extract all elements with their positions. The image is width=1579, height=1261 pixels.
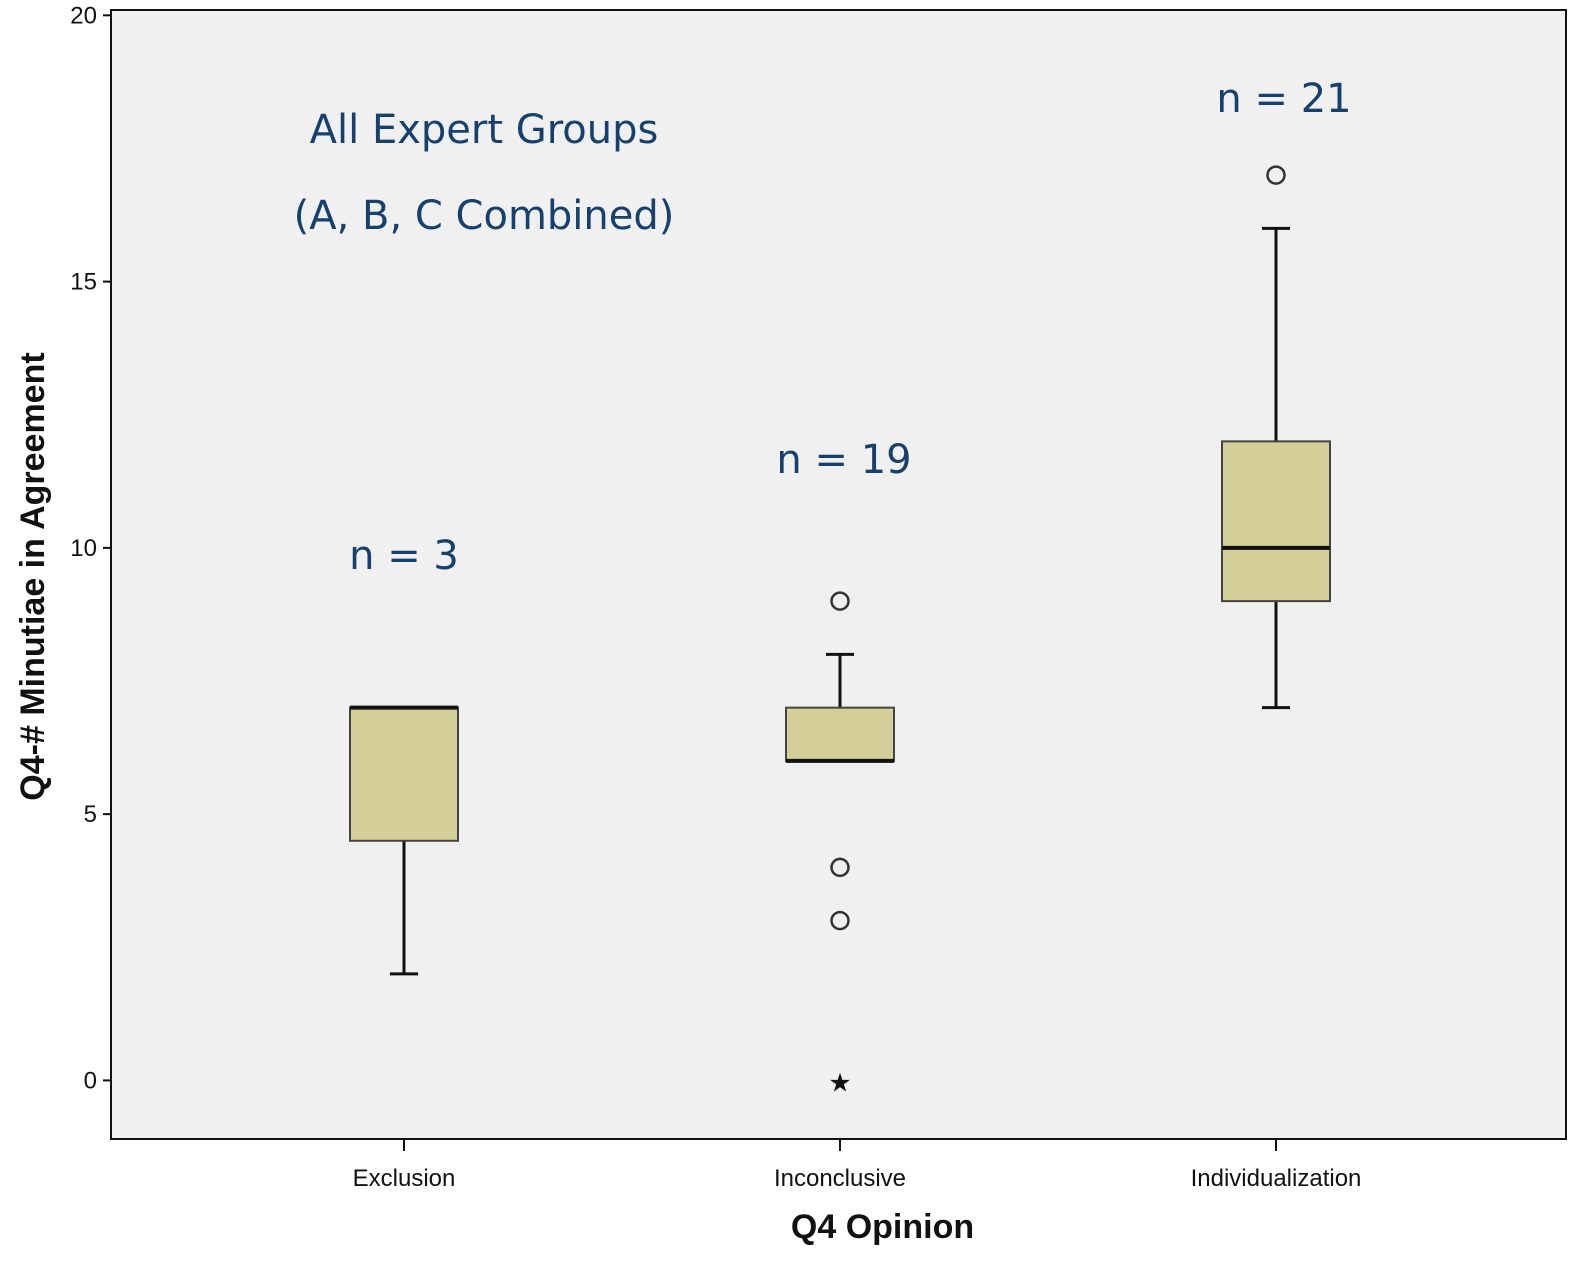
box-inconclusive: ★	[785, 591, 895, 1098]
y-tick-label: 20	[70, 2, 97, 29]
y-axis-title: Q4-# Minutiae in Agreement	[14, 352, 52, 800]
outlier-point	[1266, 165, 1286, 185]
y-tick-label: 10	[70, 535, 97, 562]
box-iqr	[349, 706, 459, 842]
box-iqr	[1221, 440, 1331, 603]
box-series: ★	[349, 165, 1331, 1098]
extreme-point: ★	[828, 1068, 851, 1098]
x-tick-label: Individualization	[1191, 1165, 1362, 1192]
y-axis: 0 5 10 15 20	[70, 2, 111, 1094]
annotation-label: n = 21	[1216, 76, 1351, 122]
outlier-point	[830, 591, 850, 611]
annotation-label: n = 19	[776, 437, 911, 483]
box-iqr	[785, 706, 895, 762]
y-tick-label: 15	[70, 269, 97, 296]
x-axis: Exclusion Inconclusive Individualization	[353, 1139, 1362, 1192]
outlier-point	[830, 910, 850, 931]
annotation-label: All Expert Groups	[310, 107, 659, 153]
y-tick-label: 5	[84, 801, 97, 828]
x-tick-label: Exclusion	[353, 1165, 456, 1192]
outlier-point	[830, 857, 850, 878]
plot-area	[110, 9, 1567, 1140]
box-individualization	[1221, 165, 1331, 710]
x-axis-title: Q4 Opinion	[791, 1208, 974, 1246]
annotations: All Expert Groups (A, B, C Combined) n = 3…	[294, 76, 1352, 579]
annotation-label: (A, B, C Combined)	[294, 193, 675, 239]
y-tick-label: 0	[84, 1067, 97, 1094]
box-exclusion	[349, 705, 459, 976]
annotation-label: n = 3	[349, 533, 459, 579]
x-tick-label: Inconclusive	[774, 1165, 906, 1192]
